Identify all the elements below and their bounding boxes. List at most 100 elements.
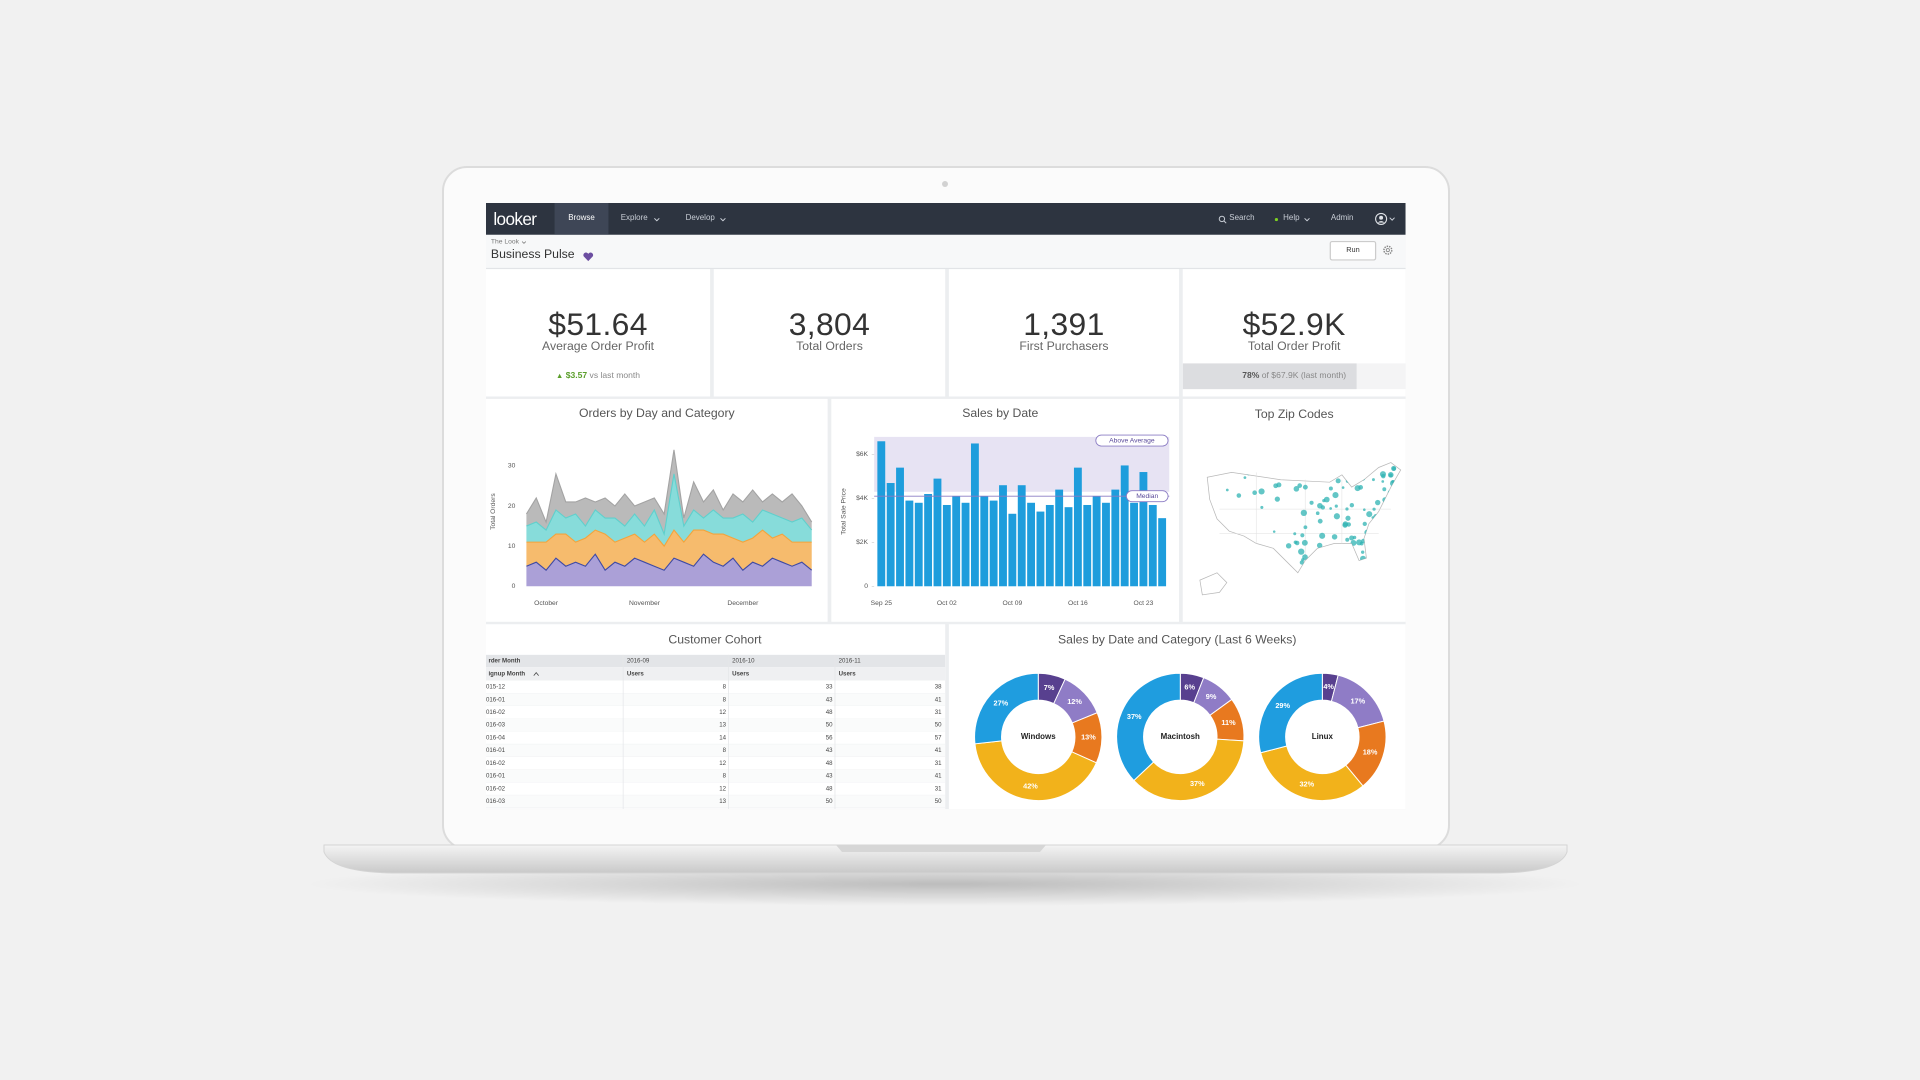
- user-menu[interactable]: [1375, 212, 1399, 225]
- zip-dot: [1313, 568, 1320, 573]
- table-cell: 8: [723, 684, 727, 691]
- zip-dot: [1316, 542, 1323, 549]
- zip-dot: [1400, 468, 1401, 473]
- table-cell: 57: [935, 734, 942, 741]
- line: [526, 553, 813, 572]
- help[interactable]: Help: [1283, 214, 1300, 223]
- bar: [1092, 496, 1101, 587]
- zip-dot: [1258, 488, 1265, 495]
- state-lines: [1219, 472, 1391, 561]
- table-cell: 016-03: [486, 798, 506, 805]
- zip-dot: [1368, 559, 1372, 563]
- admin[interactable]: Admin: [1330, 214, 1354, 223]
- zip-dot: [1207, 562, 1211, 566]
- zip-dot: [1335, 478, 1341, 484]
- bar: [1055, 489, 1064, 587]
- search[interactable]: Search: [1229, 214, 1255, 223]
- zip-dot: [1386, 547, 1393, 553]
- bar: [1148, 504, 1157, 587]
- zip-dot: [1315, 462, 1319, 465]
- zip-dot: [1396, 544, 1401, 549]
- tile: Sales by Date Total Sale Price 0 $2K $4K $6K S…: [831, 398, 1180, 622]
- zip-dot: [1396, 566, 1400, 570]
- zip-dot: [1392, 545, 1399, 551]
- zip-dot: [1315, 511, 1320, 516]
- zip-dot: [1328, 559, 1335, 566]
- zip-dot: [1381, 480, 1385, 483]
- bar: [989, 500, 998, 587]
- table-cell: 016-04: [486, 734, 506, 741]
- zip-dot: [1272, 530, 1276, 533]
- zip-dot: [1361, 538, 1366, 544]
- zip-dot: [1302, 554, 1308, 560]
- zip-dot: [1379, 471, 1387, 478]
- sort-icon: [533, 672, 539, 676]
- data-label: 17%: [1350, 696, 1365, 705]
- data-label: 27%: [994, 698, 1009, 707]
- header-cell: Users: [732, 670, 750, 677]
- logo[interactable]: looker: [493, 209, 537, 229]
- table-cell: 14: [719, 734, 726, 741]
- run-button[interactable]: Run: [1329, 240, 1377, 261]
- table-cell: 48: [826, 709, 833, 716]
- zip-dot: [1212, 551, 1218, 558]
- bar: [1036, 511, 1045, 587]
- nav-tab[interactable]: Explore: [620, 214, 648, 223]
- nav-tab[interactable]: Browse: [554, 203, 609, 235]
- zip-dot: [1388, 566, 1392, 570]
- zip-dot: [1389, 522, 1394, 527]
- zip-dot: [1392, 560, 1398, 566]
- table-cell: 13: [719, 798, 726, 805]
- zip-dot: [1388, 552, 1395, 559]
- bar: [1045, 504, 1054, 587]
- area: [526, 473, 812, 547]
- zip-dot: [1285, 543, 1292, 549]
- zip-dot: [1300, 533, 1305, 538]
- comparison: ▲ $3.57 vs last month: [486, 372, 710, 381]
- x-tick-label: Oct 09: [1002, 600, 1022, 607]
- tile: Customer Cohort rder Month 2016-09 2016-10 2…: [486, 624, 946, 810]
- settings-gear[interactable]: [1382, 245, 1393, 256]
- bar: [1139, 472, 1148, 587]
- chart-title: Top Zip Codes: [1255, 407, 1334, 421]
- header-cell: rder Month: [488, 658, 520, 665]
- table-cell: 31: [935, 785, 942, 792]
- zip-dot: [1391, 465, 1397, 471]
- header-cell: 2016-09: [627, 658, 650, 665]
- x-tick-label: Sep 25: [871, 600, 893, 607]
- zip-dot: [1309, 500, 1314, 505]
- bar: [914, 502, 923, 587]
- zip-dot: [1270, 470, 1273, 474]
- bar: [1130, 502, 1138, 587]
- donut-segment: [1260, 745, 1364, 802]
- chevron: [720, 217, 726, 222]
- table-cell: 48: [826, 785, 833, 792]
- table-cell: 016-03: [486, 722, 506, 729]
- table-cell: 41: [935, 747, 942, 754]
- breadcrumb[interactable]: The Look: [490, 238, 519, 246]
- table-cell: 33: [826, 684, 833, 691]
- nav-tab[interactable]: Develop: [685, 214, 715, 223]
- zip-dot: [1338, 549, 1344, 555]
- zip-dot: [1331, 534, 1338, 540]
- zip-dot: [1333, 513, 1341, 520]
- x-tick-label: Oct 16: [1068, 600, 1088, 607]
- zip-dot: [1325, 559, 1329, 563]
- zip-dot: [1226, 570, 1230, 573]
- table-cell: 12: [719, 709, 726, 716]
- chart: Sales by Date Total Sale Price 0 $2K $4K $6K S…: [840, 406, 1170, 607]
- zip-dot: [1372, 531, 1377, 536]
- chart-title: Sales by Date: [962, 406, 1038, 420]
- chart-title: Sales by Date and Category (Last 6 Weeks…: [1058, 632, 1296, 646]
- table-row: [486, 718, 946, 732]
- favorite-icon[interactable]: [583, 252, 594, 262]
- y-tick-label: $6K: [856, 451, 868, 458]
- bar: [952, 496, 961, 587]
- table-cell: 13: [719, 722, 726, 729]
- zip-dot: [1319, 532, 1326, 539]
- progress-track: 78% of $67.9K (last month): [1182, 363, 1406, 390]
- donut-segment: [1258, 672, 1323, 754]
- zip-dot: [1329, 507, 1333, 510]
- bar: [1017, 485, 1026, 587]
- line: [526, 473, 813, 537]
